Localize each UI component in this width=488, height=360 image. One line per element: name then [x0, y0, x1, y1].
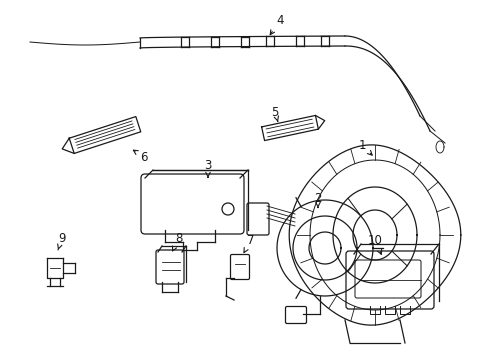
- FancyBboxPatch shape: [246, 203, 268, 235]
- Text: 7: 7: [244, 234, 254, 252]
- Text: 9: 9: [58, 231, 65, 250]
- FancyBboxPatch shape: [354, 260, 420, 298]
- FancyBboxPatch shape: [156, 250, 183, 284]
- Text: 4: 4: [270, 14, 283, 35]
- Text: 8: 8: [172, 231, 183, 251]
- FancyBboxPatch shape: [285, 306, 306, 324]
- FancyBboxPatch shape: [346, 251, 433, 309]
- FancyBboxPatch shape: [230, 255, 249, 279]
- Text: 1: 1: [358, 139, 371, 155]
- Text: 5: 5: [271, 105, 278, 121]
- Text: 3: 3: [204, 158, 211, 177]
- Text: 6: 6: [133, 150, 147, 163]
- FancyBboxPatch shape: [141, 174, 244, 234]
- Text: 2: 2: [314, 192, 321, 207]
- Text: 10: 10: [367, 234, 382, 254]
